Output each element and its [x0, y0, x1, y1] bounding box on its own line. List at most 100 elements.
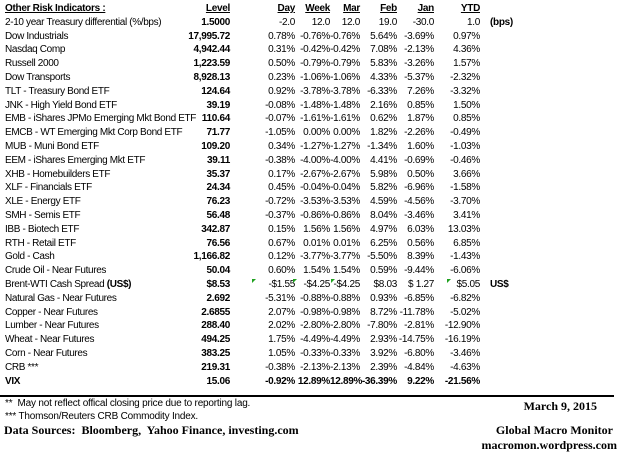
day-value-cell: 0.23% [268, 71, 295, 83]
level-value-cell: 342.87 [201, 223, 230, 235]
feb-value-cell: -6.33% [367, 85, 397, 97]
ytd-value-cell: -0.49% [450, 127, 480, 139]
mar-value-cell: -2.13% [330, 361, 360, 373]
ytd-value-cell: -3.32% [450, 85, 480, 97]
footnote-reporting-lag: ** May not reflect offical closing price… [5, 398, 251, 409]
indicator-name: RTH - Retail ETF [5, 237, 76, 249]
week-value-cell: -3.78% [300, 85, 330, 97]
mar-value-cell: -$4.25 [330, 278, 360, 292]
feb-value-cell: $8.03 [373, 278, 397, 290]
week-value-cell: -0.98% [300, 306, 330, 318]
day-value-cell: 0.60% [268, 265, 295, 277]
column-header-day: Day [277, 3, 296, 14]
table-row: JNK - High Yield Bond ETF 39.19 -0.08% -1.4… [0, 99, 640, 113]
unit-note [480, 43, 640, 57]
week-value-cell: -1.48% [300, 99, 330, 111]
mar-value-cell: -1.27% [330, 140, 360, 152]
table-row: Wheat - Near Futures 494.25 1.75% -4.49% -4.… [0, 333, 640, 347]
week-value-cell: 12.0 [311, 16, 331, 28]
table-header-row: Other Risk Indicators : Level Day Week M… [0, 2, 640, 16]
feb-value-cell: -1.34% [367, 140, 397, 152]
indicator-name: VIX [5, 375, 21, 387]
level-value-cell: 219.31 [201, 361, 230, 373]
feb-value-cell: 4.59% [370, 196, 397, 208]
table-row: EMB - iShares JPMo Emerging Mkt Bond ETF… [0, 112, 640, 126]
day-value-cell: 0.78% [268, 30, 295, 42]
jan-value-cell: -3.46% [404, 209, 434, 221]
table-row: XLE - Energy ETF 76.23 -0.72% -3.53% -3.53% 4… [0, 195, 640, 209]
unit-note [480, 209, 640, 223]
ytd-value-cell: 13.03% [447, 223, 480, 235]
table-row: MUB - Muni Bond ETF 109.20 0.34% -1.27% -1.2… [0, 140, 640, 154]
column-header-week: Week [305, 3, 330, 14]
indicator-name: Gold - Cash [5, 251, 55, 263]
mar-value-cell: -0.98% [330, 306, 360, 318]
brand-name: Global Macro Monitor [495, 423, 613, 437]
day-value-cell: 0.45% [268, 182, 295, 194]
column-header-note [480, 2, 640, 16]
jan-value-cell: -4.56% [404, 196, 434, 208]
indicator-name-suffix: (US$) [106, 278, 132, 290]
feb-value-cell: 0.93% [370, 292, 397, 304]
ytd-value-cell: 0.85% [453, 113, 480, 125]
level-value-cell: 24.34 [206, 182, 230, 194]
feb-value-cell: 4.33% [370, 71, 397, 83]
unit-note: US$ [490, 278, 509, 290]
level-value-cell: 56.48 [206, 209, 230, 221]
feb-value-cell: 5.98% [370, 168, 397, 180]
level-value-cell: 35.37 [206, 168, 230, 180]
footnote-crb-index: *** Thomson/Reuters CRB Commodity Index. [5, 411, 199, 422]
week-value-cell: -0.79% [300, 58, 330, 70]
day-value-cell: -0.38% [265, 361, 295, 373]
table-row: XHB - Homebuilders ETF 35.37 0.17% -2.67% -2… [0, 168, 640, 182]
week-value-cell: 1.56% [303, 223, 330, 235]
table-row: Gold - Cash 1,166.82 0.12% -3.77% -3.77% -5.5… [0, 250, 640, 264]
feb-value-cell: 3.92% [370, 347, 397, 359]
indicator-name: MUB - Muni Bond ETF [5, 140, 99, 152]
column-header-level: Level [205, 3, 230, 14]
feb-value-cell: 19.0 [378, 16, 398, 28]
day-value-cell: 0.67% [268, 237, 295, 249]
indicator-name: Dow Industrials [5, 30, 69, 42]
ytd-value-cell: 3.66% [453, 168, 480, 180]
mar-value-cell: 12.0 [341, 16, 361, 28]
table-row: TLT - Treasury Bond ETF 124.64 0.92% -3.78%… [0, 85, 640, 99]
mar-value-cell: -2.67% [330, 168, 360, 180]
ytd-value-cell: -4.63% [450, 361, 480, 373]
ytd-value-cell: 1.0 [466, 16, 480, 28]
day-value-cell: 0.92% [268, 85, 295, 97]
table-title: Other Risk Indicators : [5, 3, 106, 14]
column-header-feb: Feb [380, 3, 397, 14]
ytd-value-cell: -6.06% [450, 265, 480, 277]
unit-note: (bps) [490, 16, 513, 28]
jan-value-cell: 8.39% [407, 251, 434, 263]
jan-value-cell: -3.26% [404, 58, 434, 70]
ytd-value-cell: 4.36% [453, 44, 480, 56]
mar-value-cell: -2.80% [330, 320, 360, 332]
week-value-cell: 12.89% [297, 375, 330, 387]
ytd-value-cell: 1.57% [453, 58, 480, 70]
comment-flag-icon [252, 278, 256, 283]
level-value-cell: 4,942.44 [193, 44, 230, 56]
mar-value-cell: -1.48% [330, 99, 360, 111]
indicator-name: Copper - Near Futures [5, 306, 98, 318]
indicator-name: Corn - Near Futures [5, 347, 88, 359]
week-value-cell: 0.00% [303, 127, 330, 139]
week-value-cell: -2.80% [300, 320, 330, 332]
day-value-cell: -2.0 [278, 16, 295, 28]
unit-note [480, 154, 640, 168]
jan-value-cell: -5.37% [404, 71, 434, 83]
comment-flag-icon [331, 278, 335, 283]
table-row: RTH - Retail ETF 76.56 0.67% 0.01% 0.01% 6.25… [0, 237, 640, 251]
feb-value-cell: 8.04% [370, 209, 397, 221]
week-value-cell: -3.77% [300, 251, 330, 263]
day-value-cell: 0.15% [268, 223, 295, 235]
table-row: EMCB - WT Emerging Mkt Corp Bond ETF 71.7… [0, 126, 640, 140]
level-value-cell: 17,995.72 [188, 30, 230, 42]
data-sources-line: Data Sources: Bloomberg, Yahoo Finance, … [4, 423, 299, 437]
column-header-jan: Jan [417, 3, 435, 14]
week-value-cell: -$4.25 [293, 278, 330, 292]
week-value-cell: -0.88% [300, 292, 330, 304]
jan-value-cell: -9.44% [404, 265, 434, 277]
